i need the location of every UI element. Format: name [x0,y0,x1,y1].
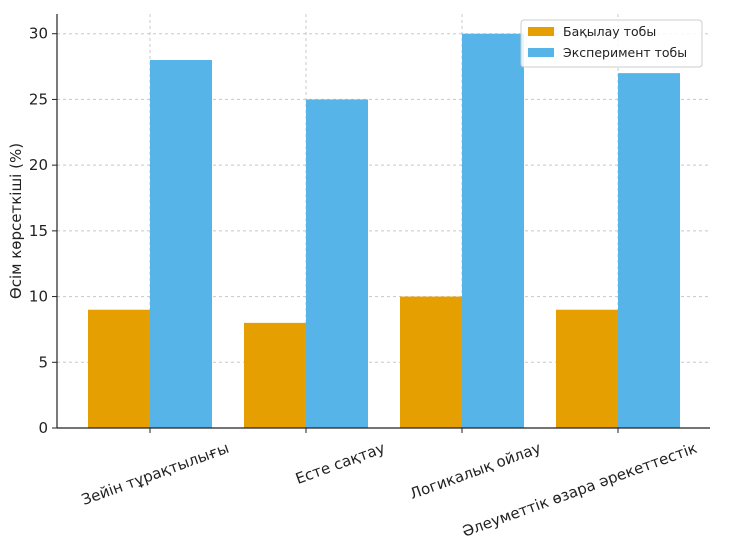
bars [88,33,680,429]
y-tick-label: 10 [29,288,48,306]
y-tick-label: 20 [29,156,48,174]
legend-swatch-control [528,27,554,36]
y-tick-label: 30 [29,25,48,43]
bar [244,322,306,428]
bar [150,60,212,428]
y-axis-title: Өсім көрсеткіші (%) [7,143,25,299]
x-tick-label: Логикалық ойлау [407,439,543,503]
bar [618,73,680,429]
bar [88,309,150,428]
legend-swatch-experiment [528,48,554,57]
legend: Бақылау тобы Эксперимент тобы [520,19,703,68]
bar [556,309,618,428]
y-tick-label: 5 [38,353,48,371]
y-tick-label: 15 [29,222,48,240]
y-tick-label: 0 [38,419,48,437]
bar [462,33,524,428]
legend-label-experiment: Эксперимент тобы [563,45,687,60]
legend-box [520,19,703,68]
x-tick-labels: Зейін тұрақтылығы Есте сақтау Логикалық ой… [79,428,699,540]
bar [400,296,462,428]
bar [306,99,368,428]
y-tick-label: 25 [29,90,48,108]
legend-label-control: Бақылау тобы [563,24,656,39]
x-tick-label: Зейін тұрақтылығы [79,439,231,509]
axes [56,14,710,429]
y-ticks: 0 5 10 15 20 25 30 [29,25,57,437]
x-tick-label: Есте сақтау [293,439,387,488]
